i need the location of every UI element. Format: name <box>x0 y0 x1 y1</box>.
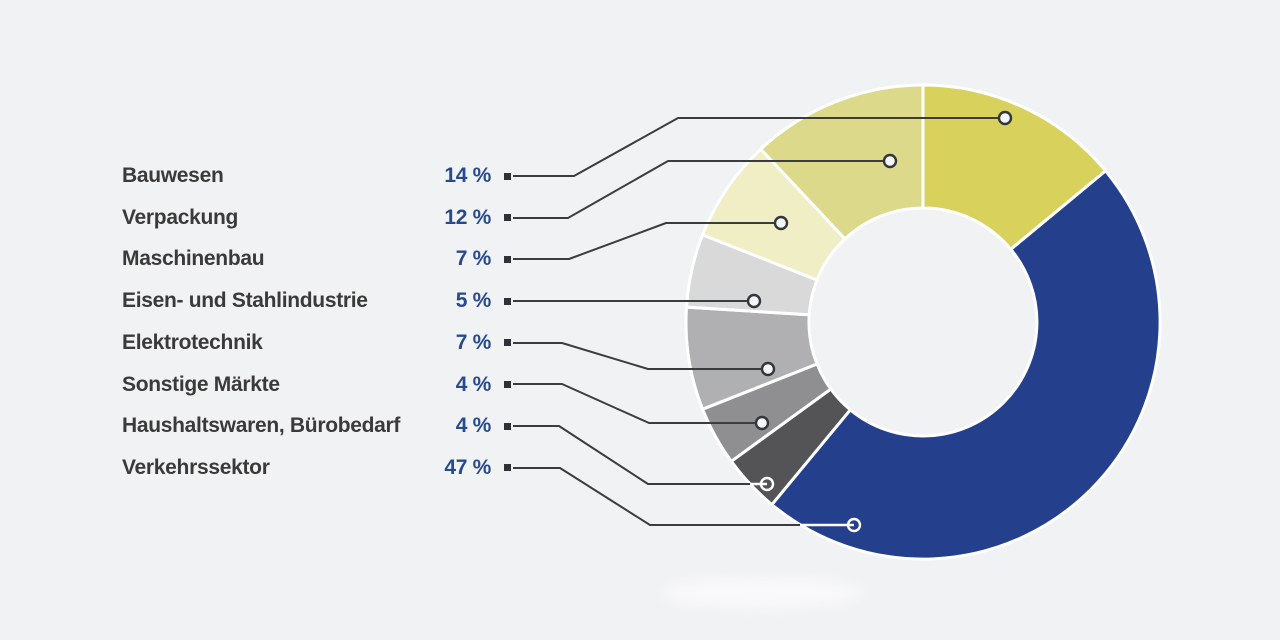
leader-lines <box>513 110 1013 533</box>
leader-line <box>513 383 762 424</box>
legend-value: 4 % <box>455 372 492 396</box>
leader-maschinenbau <box>513 215 789 260</box>
legend-marker-square <box>504 339 511 347</box>
leader-marker <box>754 415 770 431</box>
legend-row-bauwesen: Bauwesen 14 % <box>0 155 540 197</box>
donut-slices <box>684 83 1162 561</box>
legend: Bauwesen 14 % Verpackung 12 % Maschinenbau 7 … <box>0 0 560 640</box>
legend-label: Verkehrssektor <box>122 455 270 479</box>
leader-sonstige-maerkte <box>513 383 770 431</box>
leader-line <box>513 222 781 260</box>
leader-marker <box>760 361 776 377</box>
legend-row-elektrotechnik: Elektrotechnik 7 % <box>0 322 540 364</box>
leader-marker <box>882 153 898 169</box>
leader-line <box>513 117 1005 177</box>
legend-marker-square <box>504 464 511 472</box>
leader-verpackung <box>513 153 898 219</box>
legend-marker-square <box>504 255 511 263</box>
pie-slice-verkehrssektor[interactable] <box>770 169 1162 561</box>
leader-elektrotechnik <box>513 342 776 377</box>
leader-marker <box>773 215 789 231</box>
legend-row-verkehrssektor: Verkehrssektor 47 % <box>0 447 540 489</box>
legend-marker-square <box>504 172 511 180</box>
leader-line <box>513 342 768 370</box>
legend-marker-square <box>504 214 511 222</box>
donut-soft-shadow <box>662 578 862 608</box>
legend-row-sonstige-maerkte: Sonstige Märkte 4 % <box>0 364 540 406</box>
legend-label: Eisen- und Stahlindustrie <box>122 289 368 313</box>
legend-value: 12 % <box>444 205 491 229</box>
leader-marker <box>746 293 762 309</box>
legend-label: Sonstige Märkte <box>122 372 280 396</box>
legend-value: 5 % <box>455 289 492 313</box>
leader-line <box>513 425 750 485</box>
leader-marker <box>846 517 862 533</box>
legend-marker-square <box>504 381 511 388</box>
leader-marker <box>759 476 775 492</box>
leader-verkehrssektor <box>513 467 862 533</box>
legend-label: Bauwesen <box>122 164 224 187</box>
legend-row-eisen-und-stahlindustrie: Eisen- und Stahlindustrie 5 % <box>0 280 540 322</box>
legend-value: 14 % <box>444 164 491 187</box>
leader-haushaltswaren-buerobedarf <box>513 425 775 492</box>
legend-row-verpackung: Verpackung 12 % <box>0 197 540 239</box>
legend-row-haushaltswaren-buerobedarf: Haushaltswaren, Bürobedarf 4 % <box>0 405 540 447</box>
leader-bauwesen <box>513 110 1013 177</box>
leader-line <box>513 467 800 526</box>
legend-label: Verpackung <box>122 205 239 229</box>
legend-value: 47 % <box>444 455 491 479</box>
leader-marker <box>997 110 1013 126</box>
legend-label: Haushaltswaren, Bürobedarf <box>122 414 401 438</box>
legend-value: 7 % <box>455 247 492 271</box>
leader-line <box>513 160 890 219</box>
legend-label: Maschinenbau <box>122 247 265 271</box>
legend-value: 7 % <box>455 330 492 354</box>
legend-value: 4 % <box>455 414 492 438</box>
leader-eisen-und-stahlindustrie <box>513 293 762 309</box>
legend-label: Elektrotechnik <box>122 330 263 354</box>
legend-marker-square <box>504 297 511 305</box>
legend-marker-square <box>504 422 511 430</box>
legend-row-maschinenbau: Maschinenbau 7 % <box>0 238 540 280</box>
